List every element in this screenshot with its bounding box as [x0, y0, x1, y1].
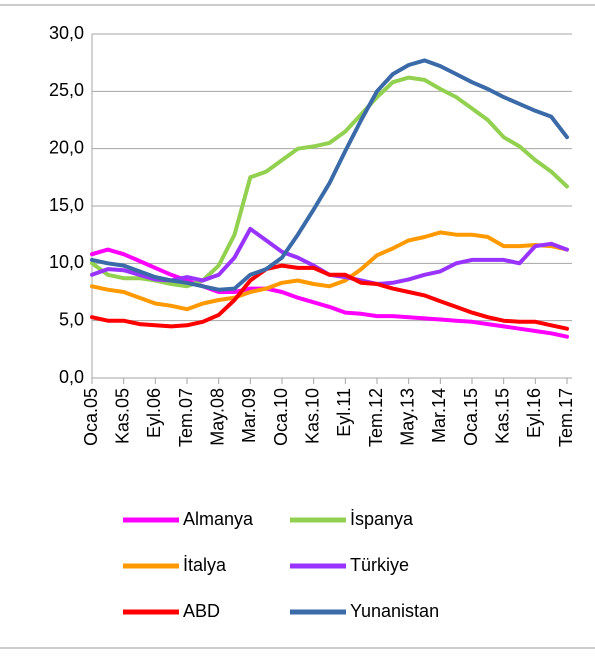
- x-tick-label: Oca.10: [271, 388, 291, 446]
- y-tick-label: 20,0: [49, 137, 84, 157]
- x-tick-label: Tem.12: [366, 388, 386, 447]
- legend-label: ABD: [183, 601, 220, 621]
- x-tick-label: Mar.09: [239, 388, 259, 443]
- x-tick-label: Tem.07: [176, 388, 196, 447]
- x-tick-label: Kas.10: [302, 388, 322, 444]
- series-line: [90, 75, 569, 289]
- x-tick-label: May.08: [207, 388, 227, 446]
- x-tick-label: Mar.14: [429, 388, 449, 443]
- y-tick-label: 0,0: [59, 367, 84, 387]
- legend-label: Yunanistan: [350, 601, 439, 621]
- x-tick-label: Eyl.06: [144, 388, 164, 438]
- x-tick-label: Kas.15: [492, 388, 512, 444]
- series-line: [90, 58, 569, 292]
- x-tick-label: Oca.05: [81, 388, 101, 446]
- series-line: [90, 230, 569, 312]
- legend-label: Türkiye: [350, 555, 409, 575]
- series-line: [90, 263, 569, 331]
- legend-label: İspanya: [350, 509, 414, 529]
- legend-label: İtalya: [183, 555, 227, 575]
- y-tick-label: 25,0: [49, 80, 84, 100]
- x-tick-label: Eyl.11: [334, 388, 354, 437]
- series-line: [90, 247, 569, 339]
- y-tick-label: 10,0: [49, 252, 84, 272]
- x-tick-label: Eyl.16: [524, 388, 544, 438]
- x-tick-label: Tem.17: [556, 388, 576, 447]
- y-tick-label: 30,0: [49, 23, 84, 43]
- y-tick-label: 5,0: [59, 309, 84, 329]
- x-tick-label: May.13: [397, 388, 417, 446]
- x-tick-label: Oca.15: [461, 388, 481, 446]
- y-tick-label: 15,0: [49, 195, 84, 215]
- legend-label: Almanya: [183, 509, 254, 529]
- x-tick-label: Kas.05: [112, 388, 132, 444]
